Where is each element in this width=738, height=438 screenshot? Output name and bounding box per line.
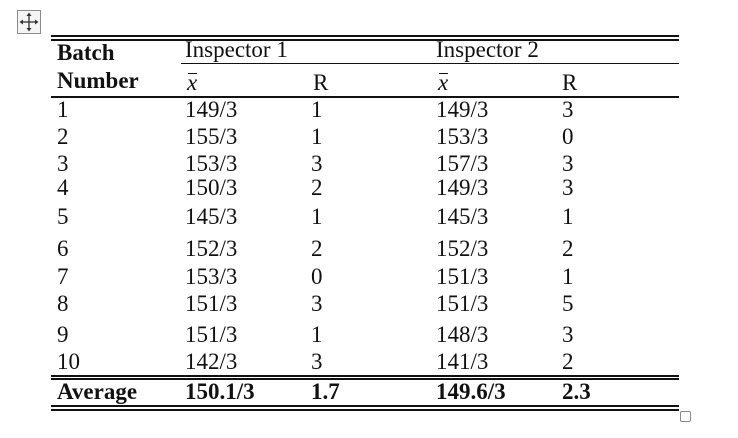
cell-batch: 10 — [57, 349, 80, 374]
cell-i2-r: 3 — [562, 175, 574, 200]
cell-i1-r: 3 — [311, 349, 323, 374]
xbar-symbol: x — [187, 70, 198, 95]
average-i2-r: 2.3 — [562, 379, 591, 404]
top-rule-2 — [51, 39, 679, 41]
top-rule — [51, 35, 679, 37]
cell-batch: 7 — [57, 264, 69, 289]
header-i1-xbar: x — [187, 70, 198, 96]
cell-i2-r: 3 — [562, 151, 574, 176]
cell-i1-xbar: 151/3 — [185, 291, 238, 316]
resize-handle-icon[interactable] — [680, 411, 691, 422]
cell-i2-r: 1 — [562, 204, 574, 229]
cell-i2-xbar: 151/3 — [436, 291, 489, 316]
cell-i2-r: 5 — [562, 291, 574, 316]
average-i2-xbar: 149.6/3 — [436, 379, 506, 404]
header-i2-xbar: x — [438, 70, 449, 96]
bottom-rule — [51, 405, 679, 407]
cell-i1-r: 1 — [311, 124, 323, 149]
cell-i1-r: 2 — [311, 236, 323, 261]
cell-i2-r: 2 — [562, 236, 574, 261]
average-label: Average — [57, 379, 138, 404]
cell-i1-xbar: 142/3 — [185, 349, 238, 374]
cell-i1-xbar: 152/3 — [185, 236, 238, 261]
cell-i1-xbar: 151/3 — [185, 322, 238, 347]
cell-i2-xbar: 157/3 — [436, 151, 489, 176]
header-inspector-2: Inspector 2 — [436, 37, 539, 62]
cell-i2-r: 0 — [562, 124, 574, 149]
cell-batch: 6 — [57, 236, 69, 261]
header-batch-line2: Number — [57, 68, 139, 93]
cell-i1-r: 0 — [311, 264, 323, 289]
cell-i2-xbar: 151/3 — [436, 264, 489, 289]
cell-i2-xbar: 148/3 — [436, 322, 489, 347]
average-rule-2 — [51, 378, 679, 380]
bottom-rule-2 — [51, 409, 679, 411]
cell-batch: 3 — [57, 151, 69, 176]
cell-i1-xbar: 155/3 — [185, 124, 238, 149]
cell-i1-r: 3 — [311, 151, 323, 176]
average-i1-xbar: 150.1/3 — [185, 379, 255, 404]
cell-i1-r: 3 — [311, 291, 323, 316]
cell-batch: 1 — [57, 97, 69, 122]
header-rule — [51, 96, 679, 98]
xbar-symbol: x — [438, 70, 449, 95]
cell-i1-xbar: 149/3 — [185, 97, 238, 122]
cell-i2-r: 3 — [562, 322, 574, 347]
cell-i1-xbar: 153/3 — [185, 264, 238, 289]
cell-i1-r: 1 — [311, 322, 323, 347]
cell-batch: 8 — [57, 291, 69, 316]
cell-i2-xbar: 149/3 — [436, 97, 489, 122]
cell-i1-xbar: 153/3 — [185, 151, 238, 176]
average-rule — [51, 375, 679, 377]
header-i2-range: R — [562, 70, 578, 95]
cell-i2-r: 1 — [562, 264, 574, 289]
average-i1-r: 1.7 — [311, 379, 340, 404]
header-batch-line1: Batch — [57, 40, 115, 65]
cell-i2-r: 3 — [562, 97, 574, 122]
cell-i2-r: 2 — [562, 349, 574, 374]
cell-i1-xbar: 145/3 — [185, 204, 238, 229]
header-inspector-1: Inspector 1 — [185, 37, 288, 62]
inspector-underline — [181, 63, 679, 65]
cell-i2-xbar: 141/3 — [436, 349, 489, 374]
cell-i1-xbar: 150/3 — [185, 175, 238, 200]
cell-batch: 4 — [57, 175, 69, 200]
cell-i2-xbar: 145/3 — [436, 204, 489, 229]
move-arrows-icon[interactable] — [17, 10, 41, 34]
cell-i1-r: 1 — [311, 97, 323, 122]
cell-i1-r: 2 — [311, 175, 323, 200]
cell-batch: 9 — [57, 322, 69, 347]
cell-i2-xbar: 153/3 — [436, 124, 489, 149]
cell-i1-r: 1 — [311, 204, 323, 229]
cell-i2-xbar: 149/3 — [436, 175, 489, 200]
cell-batch: 5 — [57, 204, 69, 229]
cell-i2-xbar: 152/3 — [436, 236, 489, 261]
header-i1-range: R — [313, 70, 329, 95]
cell-batch: 2 — [57, 124, 69, 149]
